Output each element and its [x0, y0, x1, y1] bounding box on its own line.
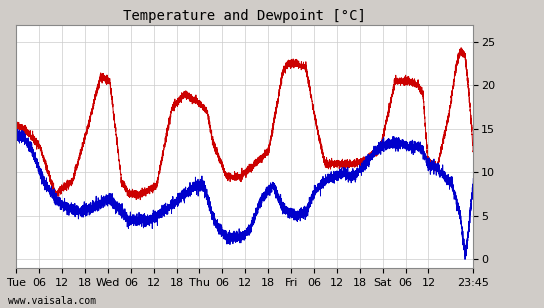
Title: Temperature and Dewpoint [°C]: Temperature and Dewpoint [°C] — [123, 10, 366, 23]
Text: www.vaisala.com: www.vaisala.com — [8, 296, 96, 306]
